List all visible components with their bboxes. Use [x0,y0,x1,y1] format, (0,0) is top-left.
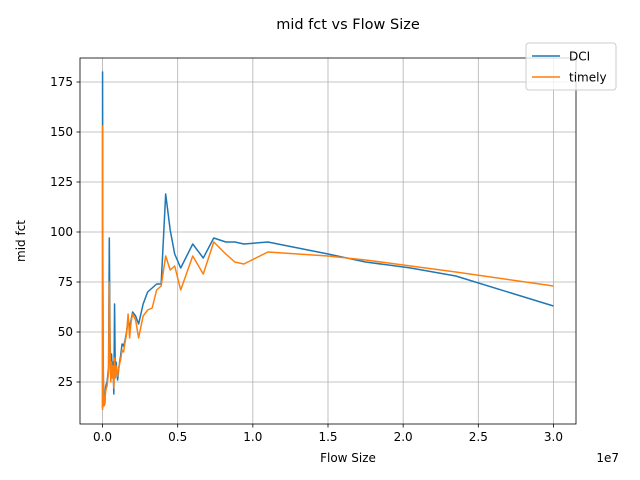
y-tick-label: 150 [50,125,73,139]
series-line-timely [101,125,554,411]
grid [80,58,576,424]
legend-label-timely: timely [569,71,607,85]
x-tick-label: 1.0 [243,430,262,444]
y-axis-label: mid fct [14,220,28,262]
x-axis: 0.0 0.5 1.0 1.5 2.0 2.5 3.0 [93,424,563,444]
y-tick-label: 25 [58,375,73,389]
x-tick-label: 0.0 [93,430,112,444]
x-tick-label: 1.5 [318,430,337,444]
y-tick-label: 175 [50,75,73,89]
chart-title: mid fct vs Flow Size [276,17,420,33]
legend-box [525,42,617,91]
legend: DCI timely [525,42,617,91]
x-tick-label: 0.5 [168,430,187,444]
x-axis-label: Flow Size [320,451,376,465]
legend-label-dci: DCI [569,50,590,64]
x-tick-label: 2.0 [394,430,413,444]
y-tick-label: 125 [50,175,73,189]
plot-area [101,71,554,411]
y-tick-label: 75 [58,275,73,289]
y-tick-label: 50 [58,325,73,339]
y-axis: 25 50 75 100 125 150 175 [50,75,80,389]
x-axis-offset-label: 1e7 [596,451,619,465]
x-tick-label: 3.0 [544,430,563,444]
x-tick-label: 2.5 [469,430,488,444]
y-tick-label: 100 [50,225,73,239]
